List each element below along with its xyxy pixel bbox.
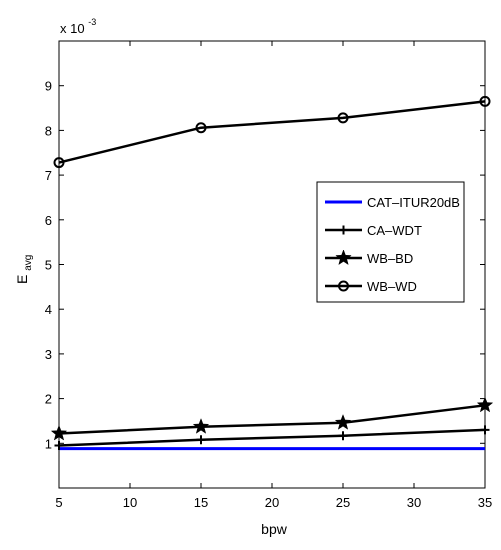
legend-label: CAT–ITUR20dB: [367, 195, 460, 210]
legend: CAT–ITUR20dB CA–WDT WB–BD WB–WD: [316, 181, 465, 303]
plus-marker: [338, 431, 348, 441]
legend-label: CA–WDT: [367, 223, 422, 238]
star-marker: [192, 418, 210, 434]
legend-item-2: WB–BD: [325, 249, 413, 266]
x-tick-label: 10: [123, 495, 137, 510]
series-3: [53, 95, 491, 169]
series-1: [54, 425, 490, 451]
y-tick-label: 3: [45, 347, 52, 362]
circle-marker: [53, 157, 65, 169]
x-tick-label: 30: [407, 495, 421, 510]
circle-marker: [479, 95, 491, 107]
x-tick-label: 5: [55, 495, 62, 510]
series-line: [58, 404, 486, 435]
plus-marker: [339, 225, 348, 235]
star-marker: [334, 414, 352, 430]
y-tick-label: 6: [45, 213, 52, 228]
x-axis-ticks: 5 10 15 20 25 30 35: [55, 41, 492, 510]
plus-marker: [196, 435, 206, 445]
circle-marker: [338, 280, 349, 292]
series-line: [58, 100, 486, 164]
y-axis-ticks: 1 2 3 4 5 6 7 8 9: [45, 79, 485, 451]
y-multiplier-exponent: -3: [88, 17, 96, 27]
y-tick-label: 9: [45, 79, 52, 94]
series-layer: [50, 95, 494, 451]
legend-item-3: WB–WD: [325, 279, 417, 294]
legend-item-1: CA–WDT: [325, 223, 422, 238]
x-tick-label: 25: [336, 495, 350, 510]
y-tick-label: 7: [45, 168, 52, 183]
legend-label: WB–WD: [367, 279, 417, 294]
y-multiplier: x 10 -3: [60, 17, 96, 36]
y-axis-label-subscript: avg: [23, 255, 34, 271]
y-tick-label: 5: [45, 258, 52, 273]
y-tick-label: 2: [45, 392, 52, 407]
x-tick-label: 15: [194, 495, 208, 510]
star-marker: [50, 424, 68, 441]
legend-label: WB–BD: [367, 251, 413, 266]
legend-item-0: CAT–ITUR20dB: [325, 195, 460, 210]
plus-marker: [54, 441, 64, 451]
x-axis-label: bpw: [261, 521, 288, 537]
series-line: [58, 428, 486, 447]
star-marker: [476, 396, 494, 413]
y-axis-label: E avg: [14, 255, 34, 284]
plus-marker: [480, 425, 490, 435]
y-axis-label-main: E: [14, 275, 30, 284]
y-tick-label: 8: [45, 123, 52, 138]
legend-items: CAT–ITUR20dB CA–WDT WB–BD WB–WD: [325, 195, 460, 294]
x-tick-label: 35: [478, 495, 492, 510]
star-marker: [335, 249, 352, 266]
x-tick-label: 20: [265, 495, 279, 510]
y-multiplier-base: x 10: [60, 21, 85, 36]
series-2: [50, 396, 494, 441]
circle-marker: [337, 112, 349, 124]
circle-marker: [195, 122, 207, 134]
y-tick-label: 4: [45, 302, 52, 317]
y-tick-label: 1: [45, 436, 52, 451]
